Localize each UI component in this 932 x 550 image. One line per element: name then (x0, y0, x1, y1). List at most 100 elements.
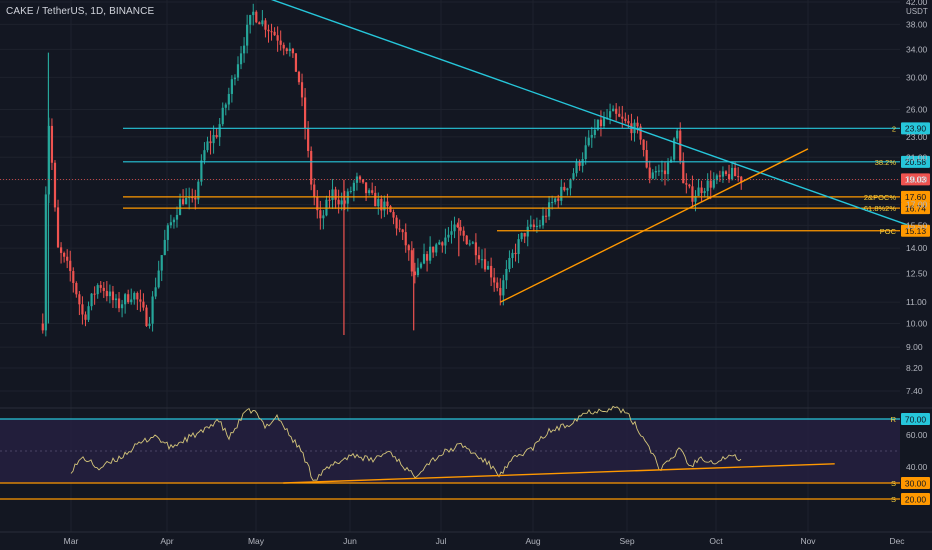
price-tag (901, 190, 930, 203)
candle-up (612, 108, 615, 112)
candle-up (660, 170, 664, 172)
candle-up (246, 24, 249, 46)
price-tag-label: 19.03 (905, 175, 927, 185)
price-tick-label: 14.00 (906, 243, 928, 253)
price-tick-label: 19.00 (906, 175, 928, 185)
candle-down (563, 186, 566, 191)
candle-down (380, 199, 383, 211)
rsi-line (70, 405, 742, 481)
candle-up (468, 243, 471, 245)
candle-down (84, 314, 87, 320)
time-tick-label: Mar (64, 536, 79, 546)
candle-down (532, 224, 535, 228)
candle-down (276, 35, 279, 41)
candle-up (676, 130, 679, 139)
candle-down (615, 108, 618, 114)
candle-down (255, 11, 258, 23)
price-tick-label: 26.00 (906, 104, 928, 114)
candle-up (212, 135, 215, 144)
candle-down (389, 206, 392, 212)
candle-up (453, 224, 456, 232)
candle-series (41, 3, 743, 337)
candle-up (480, 259, 484, 261)
candle-down (499, 287, 502, 296)
time-axis[interactable]: Mar Apr May Jun Jul Aug Sep Oct Nov Dec (0, 531, 932, 546)
candle-down (56, 207, 60, 248)
candle-up (355, 176, 359, 183)
time-tick-label: May (248, 536, 265, 546)
rsi-tag (901, 493, 930, 505)
candle-down (462, 230, 465, 236)
candle-down (343, 200, 346, 204)
time-tick-label: Apr (160, 536, 173, 546)
rsi-level-label: S (891, 479, 896, 488)
candle-up (529, 224, 532, 227)
candle-up (560, 186, 563, 201)
candle-down (618, 113, 621, 117)
price-tick-label: 23.00 (906, 132, 928, 142)
candle-down (627, 121, 630, 124)
candle-down (599, 119, 603, 127)
price-trendline (500, 148, 809, 303)
candle-up (673, 138, 676, 160)
price-level-label: POC (880, 227, 897, 236)
candle-up (288, 48, 291, 52)
candle-up (651, 172, 654, 179)
candle-up (569, 179, 572, 189)
candle-down (313, 184, 316, 198)
candle-down (300, 82, 304, 98)
candle-down (291, 48, 294, 54)
candle-down (316, 197, 319, 211)
candle-up (517, 239, 520, 255)
candle-up (96, 285, 99, 295)
candle-up (383, 201, 386, 211)
candle-down (59, 247, 63, 253)
candle-down (685, 183, 688, 185)
candle-down (72, 271, 75, 284)
time-tick-label: Nov (800, 536, 816, 546)
candle-down (209, 141, 212, 144)
candle-down (410, 250, 413, 272)
candle-up (508, 258, 511, 269)
candle-up (438, 242, 441, 245)
candle-down (127, 294, 130, 303)
candle-up (200, 160, 203, 182)
candle-down (413, 271, 416, 276)
candle-down (319, 210, 322, 219)
candle-down (136, 293, 139, 300)
candle-up (239, 53, 243, 65)
candle-down (358, 176, 362, 180)
candle-up (541, 215, 545, 226)
price-tag-label: 16.74 (905, 203, 927, 213)
price-tick-label: 9.00 (906, 342, 923, 352)
candle-down (724, 171, 728, 175)
candle-down (636, 122, 639, 127)
candle-down (66, 256, 69, 261)
candle-down (398, 228, 401, 230)
candle-up (505, 268, 508, 281)
rsi-tag (901, 413, 930, 425)
price-tick-label: 21.00 (906, 152, 928, 162)
candle-down (679, 130, 682, 161)
candle-up (331, 189, 334, 200)
candle-up (206, 141, 209, 151)
candle-down (111, 291, 115, 301)
price-tag (901, 173, 930, 186)
candle-up (535, 225, 538, 228)
candle-up (108, 291, 111, 297)
candle-up (575, 161, 578, 174)
candle-down (624, 118, 627, 122)
candle-up (551, 202, 554, 204)
candle-down (425, 254, 429, 261)
candle-up (221, 107, 224, 125)
rsi-tick-label: 60.00 (906, 430, 928, 440)
candle-down (395, 217, 398, 229)
candle-up (175, 214, 179, 220)
candle-down (258, 22, 261, 25)
candle-up (654, 171, 657, 173)
candle-up (154, 287, 157, 297)
price-tag-label: 17.60 (905, 192, 927, 202)
candle-down (105, 290, 108, 297)
